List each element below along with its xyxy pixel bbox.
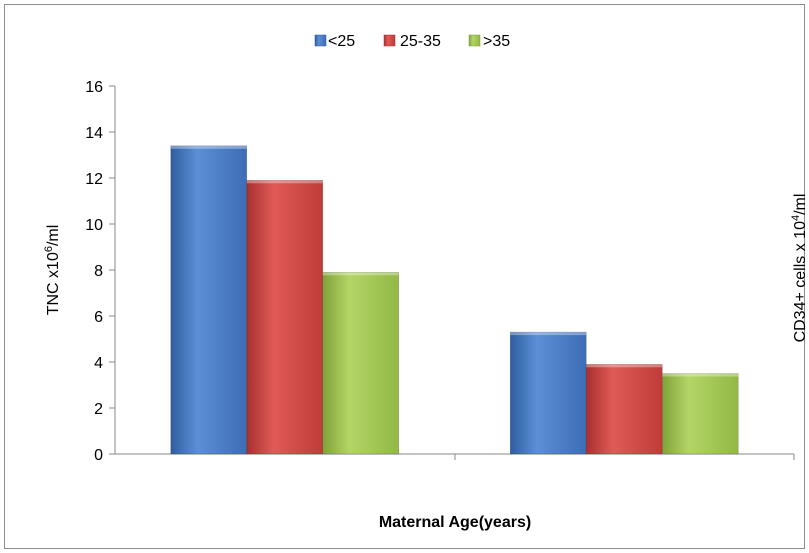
- y2-axis-title-exp: 4: [790, 215, 802, 221]
- y-tick-label: 6: [94, 309, 103, 326]
- y-tick-label: 2: [94, 401, 103, 418]
- bar-group1-lt25: [170, 145, 248, 455]
- y-tick-label: 12: [85, 171, 103, 188]
- bar-highlight: [246, 180, 323, 184]
- y-tick-label: 14: [85, 125, 103, 142]
- legend: <25 25-35 >35: [314, 33, 510, 50]
- y2-axis-title-suffix: /ml: [792, 194, 809, 215]
- legend-swatch-lt25: [314, 34, 327, 47]
- legend-label-lt25: <25: [328, 33, 355, 50]
- bar-highlight: [170, 145, 247, 149]
- bar-group1-25-35: [246, 180, 324, 455]
- legend-label-25-35: 25-35: [400, 33, 441, 50]
- y-tick-label: 4: [94, 355, 103, 372]
- bar-group2-lt25: [509, 331, 587, 455]
- bars: [170, 145, 739, 455]
- legend-label-gt35: >35: [483, 33, 510, 50]
- legend-swatch-25-35: [383, 34, 396, 47]
- y-ticks: 0 2 4 6 8 10 12 14 16: [85, 79, 115, 464]
- x-axis-title: Maternal Age(years): [379, 514, 531, 531]
- bar-highlight: [510, 332, 587, 336]
- bar-highlight: [322, 272, 399, 276]
- bar-group1-gt35: [322, 271, 400, 455]
- y-tick-label: 8: [94, 263, 103, 280]
- legend-swatch-gt35: [468, 34, 481, 47]
- chart-frame: [4, 4, 805, 549]
- y2-axis-title-prefix: CD34+ cells x 10: [792, 221, 809, 342]
- y-tick-label: 10: [85, 217, 103, 234]
- y-tick-label: 0: [94, 447, 103, 464]
- bar-highlight: [662, 373, 739, 377]
- y-axis-title-prefix: TNC x10: [45, 252, 62, 315]
- y-axis-title-suffix: /ml: [45, 225, 62, 246]
- bar-group2-gt35: [661, 373, 739, 455]
- bar-group2-25-35: [585, 363, 663, 455]
- y2-axis-title: CD34+ cells x 104/ml: [790, 194, 809, 343]
- y-axis-title: TNC x106/ml: [43, 225, 62, 316]
- bar-highlight: [586, 364, 663, 368]
- y-tick-label: 16: [85, 79, 103, 96]
- y-axis-title-exp: 6: [43, 246, 55, 252]
